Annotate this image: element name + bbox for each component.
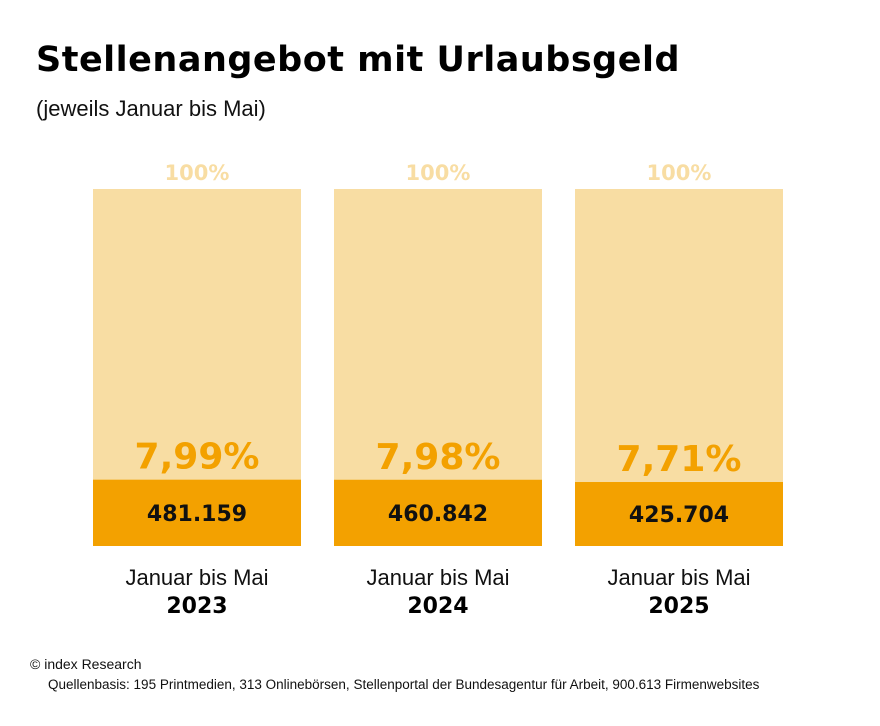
total-label-2024: 100% <box>406 161 471 185</box>
share-label-2025: 7,71% <box>617 439 742 480</box>
chart-title: Stellenangebot mit Urlaubsgeld <box>36 40 680 80</box>
category-prefix-2025: Januar bis Mai <box>607 565 750 590</box>
source-note: Quellenbasis: 195 Printmedien, 313 Onlin… <box>48 677 760 692</box>
share-bar-2024 <box>334 479 542 546</box>
total-label-2023: 100% <box>165 161 230 185</box>
count-label-2025: 425.704 <box>629 503 729 528</box>
category-year-2024: 2024 <box>407 594 468 619</box>
bar-chart: 100% 7,99% 481.159 Januar bis Mai 2023 100% 7,… <box>93 161 783 619</box>
category-prefix-2024: Januar bis Mai <box>366 565 509 590</box>
share-bar-2025 <box>575 482 783 546</box>
category-year-2025: 2025 <box>648 594 709 619</box>
chart-subtitle: (jeweils Januar bis Mai) <box>36 96 266 121</box>
share-label-2024: 7,98% <box>376 437 501 478</box>
total-label-2025: 100% <box>647 161 712 185</box>
share-label-2023: 7,99% <box>135 437 260 478</box>
count-label-2023: 481.159 <box>147 502 247 527</box>
count-label-2024: 460.842 <box>388 502 488 527</box>
copyright-note: © index Research <box>30 656 142 672</box>
share-bar-2023 <box>93 479 301 546</box>
category-prefix-2023: Januar bis Mai <box>125 565 268 590</box>
category-year-2023: 2023 <box>166 594 227 619</box>
